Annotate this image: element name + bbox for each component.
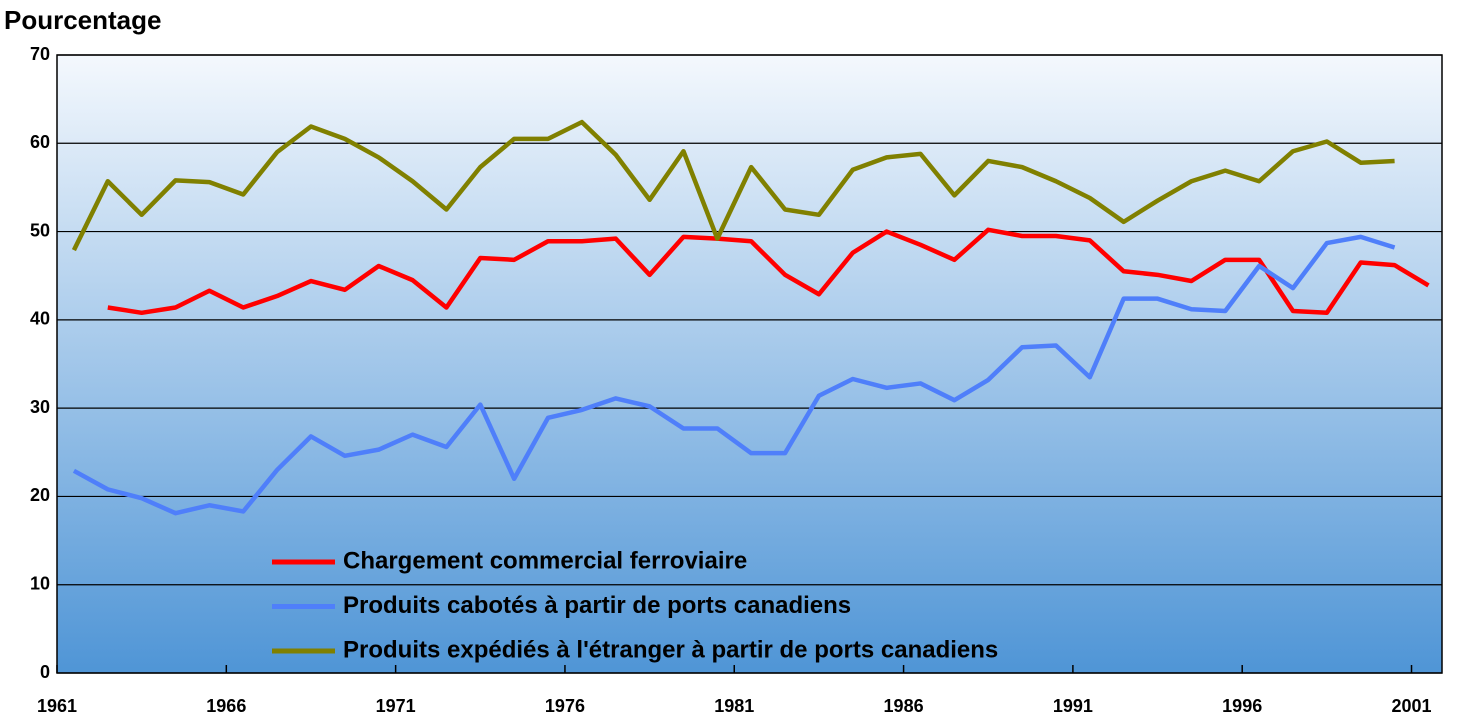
x-tick-label: 1966 (206, 696, 246, 716)
line-series (107, 227, 1430, 316)
legend-label: Produits cabotés à partir de ports canad… (343, 592, 851, 619)
y-tick-label: 50 (30, 220, 50, 240)
line-series (72, 234, 1396, 516)
y-tick-label: 30 (30, 397, 50, 417)
x-tick-label: 1996 (1222, 696, 1262, 716)
x-tick-label: 1991 (1053, 696, 1093, 716)
y-tick-label: 40 (30, 309, 50, 329)
y-tick-label: 70 (30, 44, 50, 64)
line-series (71, 119, 1395, 252)
x-tick-label: 1976 (545, 696, 585, 716)
x-tick-label: 1986 (884, 696, 924, 716)
y-tick-label: 20 (30, 485, 50, 505)
legend-label: Produits expédiés à l'étranger à partir … (343, 636, 998, 663)
y-tick-label: 0 (40, 662, 50, 682)
y-tick-label: 10 (30, 573, 50, 593)
x-tick-label: 2001 (1391, 696, 1431, 716)
x-tick-label: 1971 (376, 696, 416, 716)
chart-title: Pourcentage (4, 5, 162, 35)
legend-label: Chargement commercial ferroviaire (343, 547, 747, 574)
y-tick-label: 60 (30, 132, 50, 152)
plot-border (56, 54, 1443, 674)
plot-area (57, 55, 1442, 673)
x-tick-label: 1961 (37, 696, 77, 716)
x-tick-label: 1981 (714, 696, 754, 716)
